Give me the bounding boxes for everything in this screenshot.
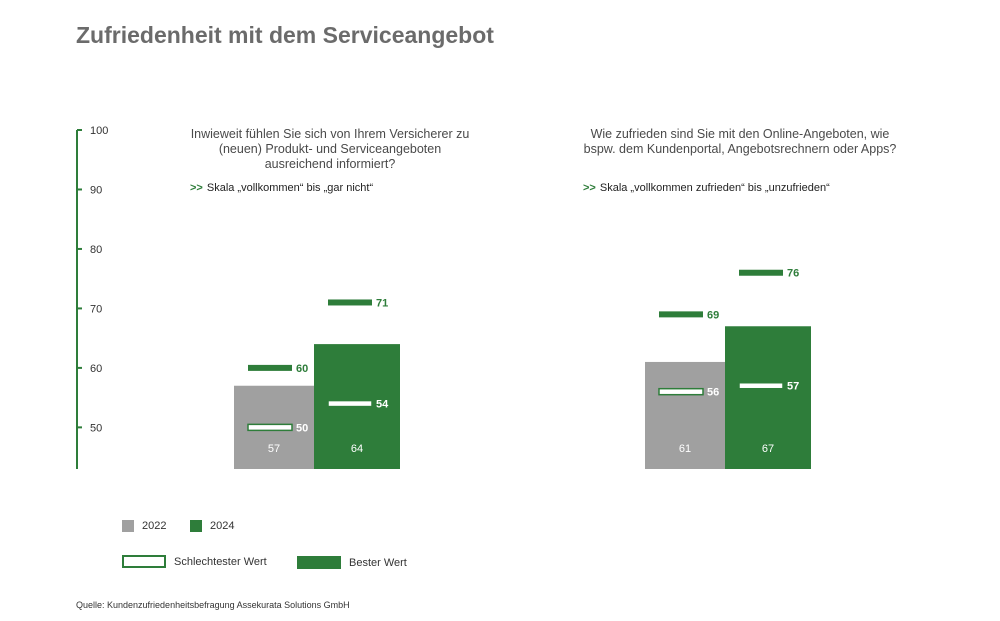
best-marker bbox=[659, 311, 703, 318]
scale-text: Skala „vollkommen zufrieden“ bis „unzufr… bbox=[599, 182, 830, 194]
source-note: Quelle: Kundenzufriedenheitsbefragung As… bbox=[76, 600, 350, 610]
legend-swatch-2024 bbox=[190, 520, 202, 532]
legend-label-worst: Schlechtester Wert bbox=[174, 555, 267, 568]
scale-note-panel-1: >> Skala „vollkommen“ bis „gar nicht“ bbox=[190, 182, 373, 194]
best-value-label: 60 bbox=[296, 363, 308, 375]
best-marker bbox=[739, 269, 783, 276]
question-panel-2: Wie zufrieden sind Sie mit den Online-An… bbox=[583, 127, 897, 156]
legend-item-worst: Schlechtester Wert bbox=[122, 555, 267, 568]
best-value-label: 71 bbox=[376, 297, 388, 309]
best-value-label: 76 bbox=[787, 268, 799, 280]
y-tick-label: 70 bbox=[90, 303, 102, 315]
worst-marker bbox=[738, 381, 784, 390]
best-marker bbox=[328, 299, 372, 306]
y-tick-label: 50 bbox=[90, 422, 102, 434]
bar-value-label: 67 bbox=[762, 443, 774, 455]
best-value-label: 69 bbox=[707, 309, 719, 321]
scale-note-panel-2: >> Skala „vollkommen zufrieden“ bis „unzu… bbox=[583, 182, 830, 194]
worst-marker bbox=[247, 423, 293, 432]
worst-marker bbox=[327, 399, 373, 408]
page-title: Zufriedenheit mit dem Serviceangebot bbox=[76, 22, 494, 48]
legend-item-2024: 2024 bbox=[190, 520, 234, 532]
bar-value-label: 57 bbox=[268, 443, 280, 455]
y-tick-label: 80 bbox=[90, 244, 102, 256]
y-tick-label: 90 bbox=[90, 184, 102, 196]
worst-value-label: 54 bbox=[376, 399, 389, 411]
legend-label-best: Bester Wert bbox=[349, 556, 407, 569]
worst-value-label: 57 bbox=[787, 381, 799, 393]
question-panel-1: Inwieweit fühlen Sie sich von Ihrem Vers… bbox=[190, 127, 470, 171]
worst-value-label: 56 bbox=[707, 387, 719, 399]
legend-swatch-2022 bbox=[122, 520, 134, 532]
bar-value-label: 61 bbox=[679, 443, 691, 455]
y-tick-label: 100 bbox=[90, 125, 108, 137]
legend-label-2024: 2024 bbox=[210, 520, 235, 532]
bar-value-label: 64 bbox=[351, 443, 363, 455]
bar-2024 bbox=[725, 326, 811, 469]
best-marker bbox=[248, 364, 292, 371]
worst-value-label: 50 bbox=[296, 422, 308, 434]
scale-arrows-icon: >> bbox=[583, 182, 596, 194]
scale-text: Skala „vollkommen“ bis „gar nicht“ bbox=[206, 182, 374, 194]
bar-2022 bbox=[645, 361, 725, 469]
y-tick-label: 60 bbox=[90, 363, 102, 375]
legend-label-2022: 2022 bbox=[142, 520, 167, 532]
legend-swatch-best bbox=[297, 556, 341, 569]
scale-arrows-icon: >> bbox=[190, 182, 203, 194]
legend-swatch-worst bbox=[122, 555, 166, 568]
legend-item-best: Bester Wert bbox=[297, 556, 407, 569]
worst-marker bbox=[658, 387, 704, 396]
legend-item-2022: 2022 bbox=[122, 520, 166, 532]
